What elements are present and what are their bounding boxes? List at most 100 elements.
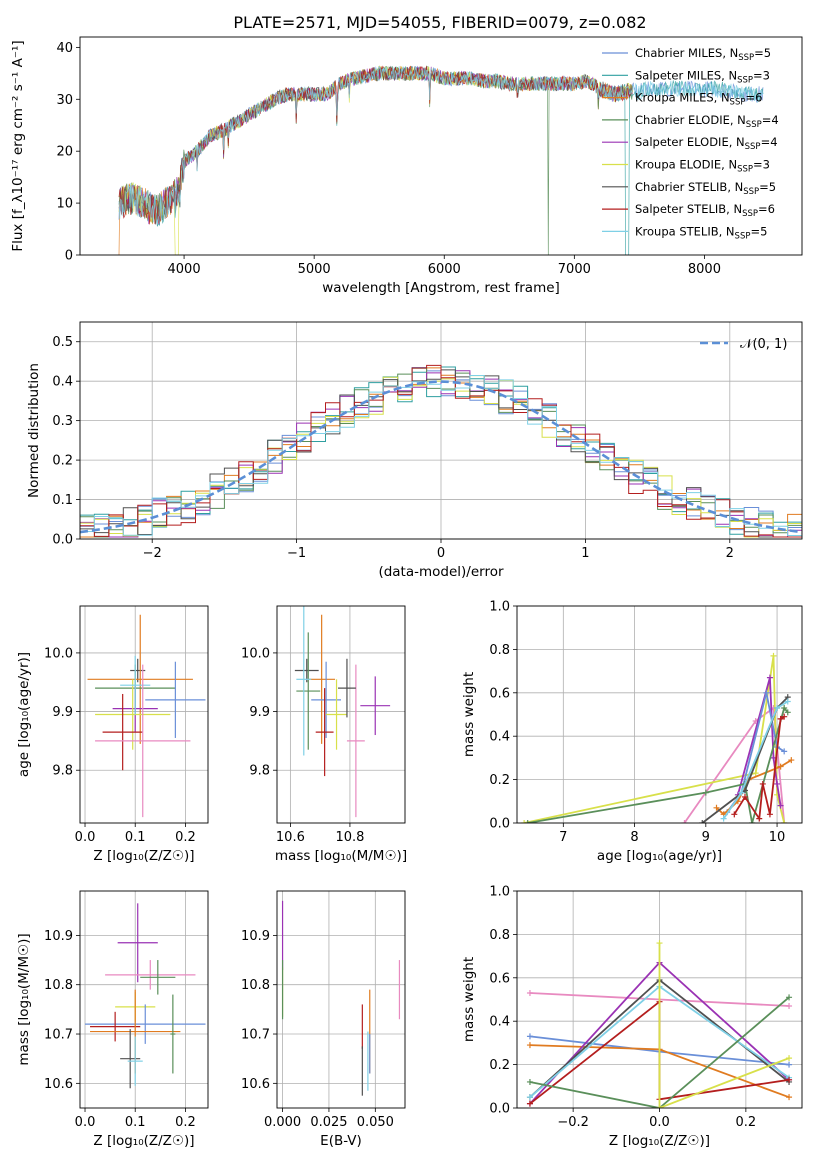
x-tick-label: 9 bbox=[702, 830, 710, 845]
weight-marker bbox=[774, 704, 781, 711]
y-tick-label: 10.7 bbox=[44, 1028, 73, 1043]
axes-frame bbox=[516, 890, 803, 1109]
weight-marker bbox=[656, 940, 663, 947]
errorbar-points bbox=[294, 606, 391, 818]
legend-label: Chabrier STELIB, NSSP=5 bbox=[635, 180, 776, 197]
x-tick-label: 4000 bbox=[168, 262, 201, 277]
x-tick-label: 1 bbox=[581, 546, 589, 561]
x-tick-label: −0.2 bbox=[557, 1115, 589, 1130]
histogram-steps bbox=[80, 364, 802, 538]
weight-marker bbox=[681, 820, 688, 823]
y-axis-label: mass weight bbox=[461, 957, 477, 1042]
y-tick-label: 10.8 bbox=[241, 978, 270, 993]
x-tick-label: −1 bbox=[287, 546, 306, 561]
weight-marker bbox=[781, 820, 788, 823]
histogram-series bbox=[80, 375, 802, 538]
errorbar-point bbox=[105, 960, 196, 990]
weight-marker bbox=[742, 793, 748, 800]
weight-marker bbox=[526, 1094, 533, 1101]
weight-marker bbox=[526, 1078, 533, 1085]
weight-marker bbox=[786, 1003, 793, 1010]
mass-vs-Z-panel: 0.0 0.1 0.2 10.6 10.7 10.8 10.9 Z [log₁₀(Z/Z☉)]… bbox=[16, 890, 209, 1149]
y-tick-label: 1.0 bbox=[489, 885, 510, 900]
errorbar-point bbox=[90, 1011, 141, 1042]
errorbar-point bbox=[120, 1029, 141, 1089]
weight-marker bbox=[731, 811, 738, 818]
legend-label: Salpeter ELODIE, NSSP=4 bbox=[635, 135, 778, 152]
weight-marker bbox=[786, 1061, 793, 1068]
age-vs-mass-panel: 10.6 10.8 9.8 9.9 10.0 mass [log₁₀(M/M☉)] bbox=[241, 605, 407, 864]
histogram-series bbox=[80, 364, 802, 538]
y-axis-label: mass weight bbox=[461, 672, 477, 757]
weight-marker bbox=[720, 815, 727, 822]
x-axis-label: wavelength [Angstrom, rest frame] bbox=[322, 280, 560, 296]
errorbar-points bbox=[87, 614, 206, 818]
axes-frame bbox=[516, 605, 803, 824]
weight-marker bbox=[756, 815, 763, 822]
errorbar-point bbox=[102, 693, 143, 771]
weight-marker bbox=[788, 757, 795, 764]
mass-vs-EBV-panel: 0.000 0.025 0.050 10.6 10.7 10.8 10.9 E(B-V) bbox=[241, 890, 406, 1149]
axes-frame bbox=[79, 36, 803, 256]
weight-marker bbox=[777, 763, 784, 770]
weight-marker bbox=[752, 770, 759, 777]
weight-marker bbox=[786, 1076, 793, 1083]
errorbar-point bbox=[346, 664, 365, 818]
weight-lines bbox=[526, 940, 793, 1108]
figure-title: PLATE=2571, MJD=54055, FIBERID=0079, z=0… bbox=[233, 13, 646, 32]
errorbar-point bbox=[338, 658, 356, 718]
errorbar-point bbox=[296, 606, 312, 756]
legend-label: Chabrier MILES, NSSP=5 bbox=[635, 46, 771, 63]
y-tick-label: 0.4 bbox=[489, 1015, 510, 1030]
x-tick-label: 0 bbox=[437, 546, 445, 561]
weight-marker bbox=[786, 994, 793, 1001]
weight-marker bbox=[699, 820, 706, 823]
errorbar-point bbox=[315, 688, 334, 777]
errorbar-point bbox=[140, 960, 176, 995]
y-tick-label: 10.6 bbox=[44, 1077, 73, 1092]
weight-line bbox=[701, 696, 789, 823]
histogram-panel: −2 −1 0 1 2 0.0 0.1 0.2 0.3 0.4 0.5 (data-model)/er… bbox=[26, 321, 803, 580]
errorbar-point bbox=[308, 614, 336, 744]
mass-weight-vs-Z-panel: −0.2 0.0 0.2 0.0 0.2 0.4 0.6 0.8 1.0 Z [log₁₀(Z/Z… bbox=[461, 885, 803, 1149]
x-tick-label: 0.0 bbox=[75, 830, 96, 845]
y-axis-label: Flux [f_λ10⁻¹⁷ erg cm⁻² s⁻¹ A⁻¹] bbox=[10, 40, 26, 251]
weight-marker bbox=[781, 704, 788, 711]
y-axis-label: mass [log₁₀(M/M☉)] bbox=[16, 933, 32, 1065]
legend-label: Salpeter MILES, NSSP=3 bbox=[635, 68, 770, 85]
x-tick-label: 0.0 bbox=[75, 1115, 96, 1130]
y-tick-label: 9.9 bbox=[52, 705, 73, 720]
y-tick-label: 30 bbox=[56, 93, 73, 108]
weight-marker bbox=[526, 1033, 533, 1040]
y-tick-label: 10.9 bbox=[241, 929, 270, 944]
y-tick-label: 0.5 bbox=[52, 335, 73, 350]
y-tick-label: 40 bbox=[56, 41, 73, 56]
x-tick-label: 10 bbox=[769, 830, 786, 845]
y-tick-label: 0.6 bbox=[489, 971, 510, 986]
weight-marker bbox=[786, 1094, 793, 1101]
weight-line bbox=[722, 700, 789, 820]
x-tick-label: 5000 bbox=[298, 262, 331, 277]
x-tick-label: 0.1 bbox=[125, 1115, 146, 1130]
errorbar-point bbox=[117, 903, 158, 983]
y-tick-label: 0 bbox=[65, 249, 73, 264]
weight-marker bbox=[777, 802, 784, 809]
y-tick-label: 0.2 bbox=[52, 454, 73, 469]
y-tick-label: 0.2 bbox=[489, 773, 510, 788]
weight-marker bbox=[777, 715, 784, 722]
errorbar-points bbox=[281, 900, 401, 1096]
y-axis-label: age [log₁₀(age/yr)] bbox=[16, 652, 32, 777]
weight-marker bbox=[766, 811, 773, 818]
y-tick-label: 9.8 bbox=[52, 764, 73, 779]
histogram-legend: 𝒩(0, 1) bbox=[700, 337, 787, 352]
y-tick-label: 10.0 bbox=[241, 646, 270, 661]
errorbar-point bbox=[95, 679, 171, 750]
x-tick-label: 7 bbox=[559, 830, 567, 845]
errorbar-point bbox=[127, 1036, 143, 1086]
weight-marker bbox=[781, 748, 788, 755]
weight-marker bbox=[526, 1042, 533, 1049]
y-tick-label: 10.9 bbox=[44, 929, 73, 944]
x-tick-label: 7000 bbox=[558, 262, 591, 277]
errorbar-point bbox=[120, 655, 151, 715]
y-tick-label: 10.0 bbox=[44, 646, 73, 661]
